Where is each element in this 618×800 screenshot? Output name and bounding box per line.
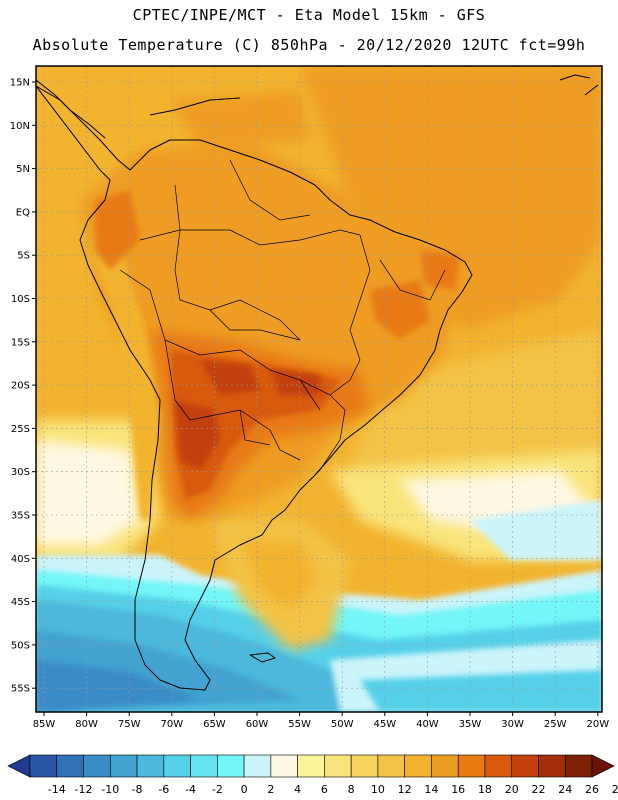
colorbar-swatch [297, 754, 325, 778]
lat-label: 55S [11, 684, 30, 695]
lon-label: 60W [246, 719, 269, 730]
lat-label: 30S [11, 467, 30, 478]
lon-label: 25W [544, 719, 567, 730]
colorbar-label: -2 [212, 783, 223, 796]
colorbar-swatch [324, 754, 352, 778]
colorbar-swatch [217, 754, 245, 778]
lat-label: EQ [16, 207, 30, 218]
colorbar-swatch [538, 754, 566, 778]
colorbar-max-arrow [591, 754, 615, 778]
colorbar-label: 10 [371, 783, 385, 796]
colorbar-label: -14 [48, 783, 66, 796]
colorbar-label: 12 [398, 783, 412, 796]
colorbar-label: 26 [585, 783, 599, 796]
lat-label: 10S [11, 294, 30, 305]
map-frame [35, 65, 603, 713]
colorbar-swatch [431, 754, 459, 778]
latitude-labels: 15N 10N 5N EQ 5S 10S 15S 20S 25S 30S 35S 40S 45S 50S 5… [10, 78, 36, 695]
lat-label: 20S [11, 381, 30, 392]
lon-label: 75W [118, 719, 141, 730]
colorbar-swatch [163, 754, 191, 778]
lon-label: 55W [288, 719, 311, 730]
lon-label: 85W [33, 719, 56, 730]
lat-label: 25S [11, 424, 30, 435]
temperature-field [36, 66, 602, 712]
lat-label: 45S [11, 597, 30, 608]
lon-label: 30W [501, 719, 524, 730]
colorbar: -14 -12 -10 -8 -6 -4 -2 0 2 4 6 8 10 12 14 16 18 20 22 24 26… [7, 754, 618, 796]
colorbar-swatch [56, 754, 84, 778]
lat-label: 15S [11, 337, 30, 348]
lon-label: 20W [586, 719, 609, 730]
colorbar-swatch [350, 754, 379, 778]
colorbar-swatch [136, 754, 165, 778]
colorbar-swatch [564, 754, 593, 778]
lon-label: 50W [331, 719, 354, 730]
lat-label: 10N [10, 121, 30, 132]
colorbar-label: -12 [75, 783, 93, 796]
colorbar-label: 20 [505, 783, 519, 796]
colorbar-swatch [190, 754, 218, 778]
coastline [36, 74, 599, 691]
map-title-line1: CPTEC/INPE/MCT - Eta Model 15km - GFS [132, 6, 486, 24]
lat-label: 5S [17, 251, 30, 262]
colorbar-swatch [243, 754, 272, 778]
lon-label: 70W [160, 719, 183, 730]
lon-label: 65W [203, 719, 226, 730]
lon-label: 45W [373, 719, 396, 730]
colorbar-label: 8 [348, 783, 355, 796]
lon-label: 40W [416, 719, 439, 730]
colorbar-label: 18 [478, 783, 492, 796]
lat-label: 15N [10, 78, 30, 89]
lon-label: 80W [75, 719, 98, 730]
colorbar-swatch [404, 754, 432, 778]
colorbar-label: 24 [558, 783, 572, 796]
colorbar-label: 2 [267, 783, 274, 796]
country-borders [119, 159, 446, 491]
colorbar-label: -6 [158, 783, 169, 796]
colorbar-min-arrow [7, 754, 31, 778]
graticule [36, 66, 602, 712]
colorbar-label: -4 [185, 783, 196, 796]
lat-label: 35S [11, 511, 30, 522]
lat-label: 50S [11, 640, 30, 651]
lat-label: 40S [11, 554, 30, 565]
colorbar-label: 0 [241, 783, 248, 796]
colorbar-label: 6 [321, 783, 328, 796]
colorbar-swatch [457, 754, 486, 778]
lat-label: 5N [16, 164, 30, 175]
colorbar-label: 22 [531, 783, 545, 796]
longitude-labels: 85W 80W 75W 70W 65W 60W 55W 50W 45W 40W 35W 30W 25W 2… [33, 712, 609, 730]
colorbar-label: 16 [451, 783, 465, 796]
map-title-line2: Absolute Temperature (C) 850hPa - 20/12/… [32, 36, 586, 54]
colorbar-swatch [109, 754, 138, 778]
colorbar-swatch [484, 754, 513, 778]
colorbar-label: 4 [294, 783, 301, 796]
colorbar-label: 14 [424, 783, 438, 796]
colorbar-swatch [29, 754, 58, 778]
colorbar-swatch [83, 754, 111, 778]
colorbar-label: -8 [132, 783, 143, 796]
colorbar-label: -10 [101, 783, 119, 796]
lon-label: 35W [459, 719, 482, 730]
colorbar-swatch [377, 754, 405, 778]
colorbar-label: 28 [612, 783, 618, 796]
colorbar-swatch [511, 754, 539, 778]
colorbar-swatch [270, 754, 298, 778]
